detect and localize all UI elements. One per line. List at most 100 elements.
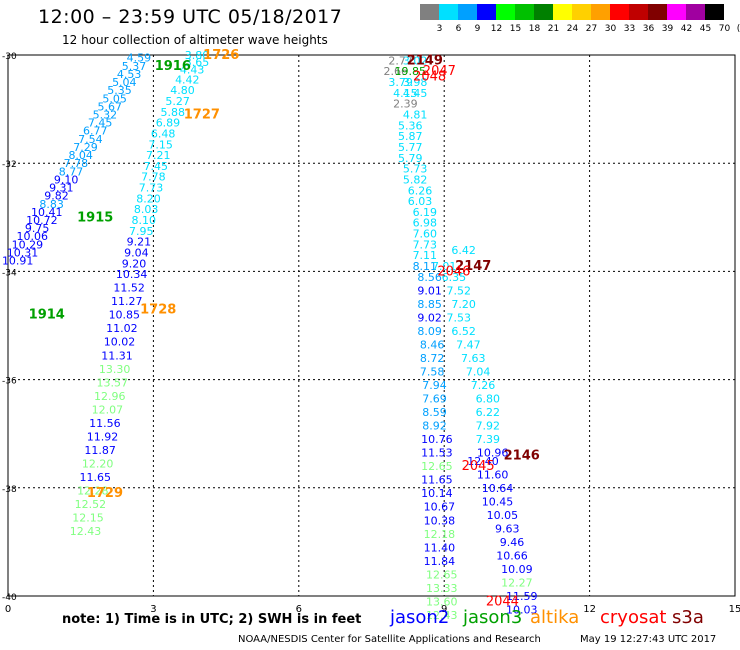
color-scale-swatch	[515, 4, 534, 20]
wave-height-value: 6.35	[442, 271, 467, 284]
legend-item-altika: altika	[530, 607, 580, 628]
wave-height-value: 8.92	[422, 420, 447, 433]
x-tick-label: 15	[729, 604, 740, 615]
wave-height-value: 4.42	[175, 73, 200, 86]
wave-height-value: 4.80	[170, 84, 195, 97]
color-scale-swatch	[705, 4, 724, 20]
color-scale-label: 42	[680, 24, 693, 34]
color-scale-label: 6	[455, 24, 462, 34]
wave-height-value: 8.04	[68, 149, 93, 162]
wave-height-value: 2.39	[393, 98, 418, 111]
wave-height-value: 10.72	[26, 214, 58, 227]
x-tick-label: 12	[583, 604, 596, 615]
track-time-label: 2146	[504, 448, 540, 463]
wave-height-value: 11.53	[421, 447, 453, 460]
wave-height-value: 8.20	[136, 192, 161, 205]
wave-height-value: 8.85	[417, 298, 442, 311]
wave-height-value: 8.10	[131, 214, 156, 227]
wave-height-value: 10.96	[477, 447, 509, 460]
wave-height-value: 5.05	[102, 92, 127, 105]
wave-height-value: 10.38	[424, 514, 456, 527]
wave-height-value: 2.66	[383, 65, 408, 78]
wave-height-value: 7.04	[466, 365, 491, 378]
wave-height-value: 5.79	[398, 152, 423, 165]
wave-height-value: 5.35	[107, 84, 132, 97]
color-scale-swatch	[420, 4, 439, 20]
x-tick-label: 6	[296, 604, 302, 615]
wave-height-value: 10.67	[424, 501, 456, 514]
wave-height-value: 11.56	[89, 417, 121, 430]
wave-height-value: 9.02	[417, 311, 442, 324]
wave-height-value: 12.15	[72, 512, 104, 525]
wave-height-value: 12.18	[424, 528, 456, 541]
wave-height-value: 5.82	[403, 173, 428, 186]
color-scale-swatch	[648, 4, 667, 20]
wave-height-value: 6.22	[476, 406, 501, 419]
wave-height-value: 12.43	[426, 609, 458, 622]
color-scale-swatch	[610, 4, 629, 20]
wave-height-value: 12.65	[421, 460, 453, 473]
wave-height-value: 8.56	[417, 271, 442, 284]
wave-height-value: 7.39	[476, 433, 501, 446]
wave-height-value: 12.28	[77, 485, 109, 498]
wave-height-value: 8.59	[422, 406, 447, 419]
wave-height-value: 9.04	[124, 246, 149, 259]
color-scale-label: 24	[566, 24, 579, 34]
wave-height-value: 11.52	[113, 282, 145, 295]
wave-height-value: 10.66	[496, 549, 528, 562]
wave-height-value: 7.54	[78, 133, 103, 146]
wave-height-value: 10.09	[501, 563, 533, 576]
wave-height-value: 12.52	[75, 498, 107, 511]
wave-height-value: 11.84	[424, 555, 456, 568]
wave-height-value: 8.03	[134, 203, 159, 216]
wave-height-value: 6.89	[156, 117, 181, 130]
track-time-label: 1728	[140, 302, 176, 317]
wave-height-value: 8.77	[59, 165, 84, 178]
wave-height-value: 5.88	[161, 106, 186, 119]
wave-height-value: 10.31	[7, 246, 39, 259]
track-time-label: 2046	[437, 264, 470, 279]
wave-height-value: 3.80	[185, 49, 210, 62]
wave-height-value: 5.36	[398, 119, 423, 132]
wave-height-value: 11.65	[421, 474, 453, 487]
wave-height-value: 3.65	[185, 56, 210, 69]
wave-height-value: 6.19	[413, 206, 438, 219]
wave-height-value: 7.73	[413, 238, 438, 251]
track-time-label: 2048	[413, 70, 446, 85]
credit-text: NOAA/NESDIS Center for Satellite Applica…	[238, 634, 541, 645]
wave-height-value: 12.65	[426, 568, 458, 581]
wave-height-value: 7.94	[422, 379, 447, 392]
wave-height-value: 5.77	[398, 141, 423, 154]
y-tick-label: -36	[2, 377, 17, 387]
color-scale-label: 39	[661, 24, 674, 34]
wave-height-value: 2.77	[388, 54, 413, 67]
track-time-label: 1916	[155, 59, 191, 74]
wave-height-value: 7.73	[139, 182, 164, 195]
wave-height-value: 10.45	[482, 495, 514, 508]
wave-height-value: 5.67	[98, 100, 123, 113]
wave-height-value: 10.05	[487, 509, 519, 522]
wave-height-value: 7.20	[451, 298, 476, 311]
wave-height-value: 12.96	[94, 390, 126, 403]
color-scale-swatch	[572, 4, 591, 20]
wave-height-value: 9.46	[500, 536, 525, 549]
track-time-label: 1914	[29, 308, 65, 323]
wave-height-value: 9.31	[49, 182, 74, 195]
generation-timestamp: May 19 12:27:43 UTC 2017	[580, 634, 717, 645]
wave-height-value: 11.59	[506, 590, 538, 603]
wave-height-value: 5.87	[398, 130, 423, 143]
track-time-label: 2047	[423, 64, 456, 79]
track-time-label: 1729	[87, 486, 123, 501]
wave-height-value: 3.79	[388, 76, 413, 89]
color-scale-swatch	[591, 4, 610, 20]
wave-height-value: 11.31	[101, 349, 133, 362]
wave-height-value: 7.01	[432, 260, 457, 273]
footer-note: note: 1) Time is in UTC; 2) SWH is in fe…	[62, 612, 362, 627]
wave-height-value: 11.60	[477, 468, 509, 481]
track-time-label: 2044	[486, 594, 519, 609]
color-scale-swatch	[629, 4, 648, 20]
y-tick-label: -38	[2, 485, 17, 495]
wave-height-value: 11.02	[106, 322, 138, 335]
color-scale-label: 15	[509, 24, 522, 34]
wave-height-value: 5.27	[165, 95, 190, 108]
